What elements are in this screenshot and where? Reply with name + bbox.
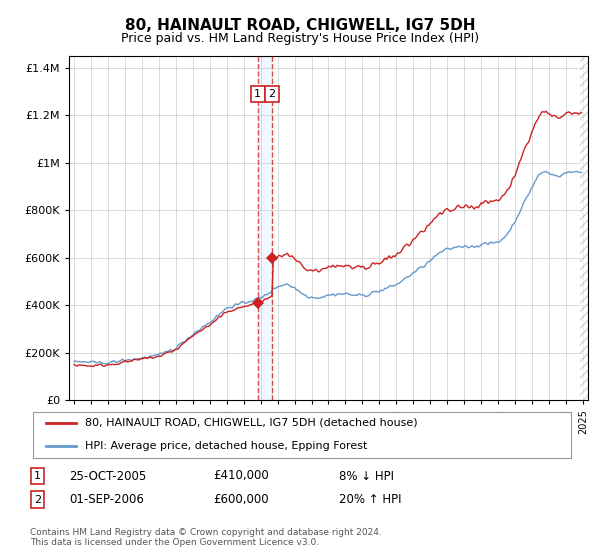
Text: £410,000: £410,000 [213, 469, 269, 483]
Text: 80, HAINAULT ROAD, CHIGWELL, IG7 5DH: 80, HAINAULT ROAD, CHIGWELL, IG7 5DH [125, 18, 475, 33]
FancyBboxPatch shape [33, 412, 571, 458]
Text: HPI: Average price, detached house, Epping Forest: HPI: Average price, detached house, Eppi… [85, 441, 367, 451]
Text: Price paid vs. HM Land Registry's House Price Index (HPI): Price paid vs. HM Land Registry's House … [121, 32, 479, 45]
Text: 1: 1 [34, 471, 41, 481]
Text: £600,000: £600,000 [213, 493, 269, 506]
Text: Contains HM Land Registry data © Crown copyright and database right 2024.
This d: Contains HM Land Registry data © Crown c… [30, 528, 382, 547]
Text: 01-SEP-2006: 01-SEP-2006 [69, 493, 144, 506]
Text: 2: 2 [34, 494, 41, 505]
Text: 25-OCT-2005: 25-OCT-2005 [69, 469, 146, 483]
Text: 1: 1 [254, 89, 261, 99]
Text: 2: 2 [268, 89, 275, 99]
Text: 80, HAINAULT ROAD, CHIGWELL, IG7 5DH (detached house): 80, HAINAULT ROAD, CHIGWELL, IG7 5DH (de… [85, 418, 417, 427]
Text: 8% ↓ HPI: 8% ↓ HPI [339, 469, 394, 483]
Bar [258, 56, 272, 400]
Text: 20% ↑ HPI: 20% ↑ HPI [339, 493, 401, 506]
